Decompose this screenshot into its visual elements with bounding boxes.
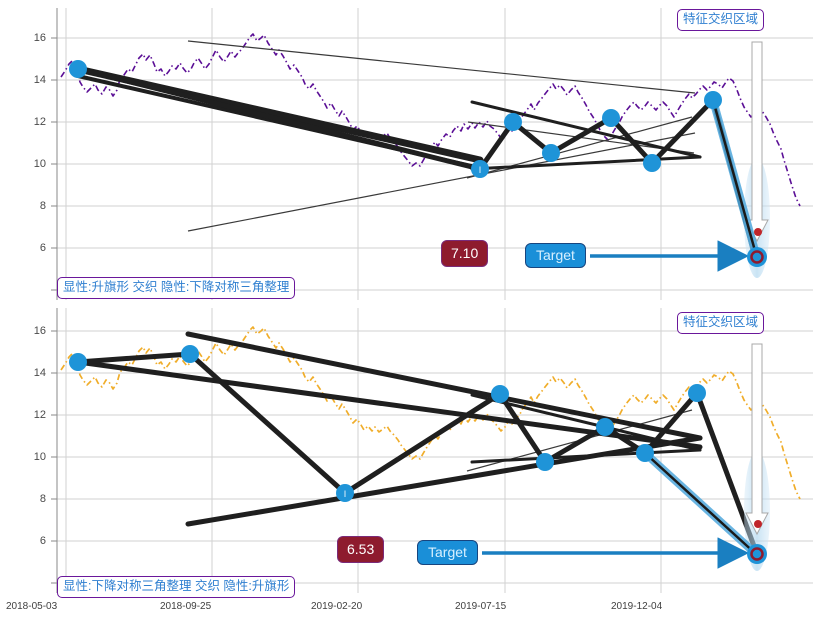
pivot-markers-top: l (69, 60, 767, 267)
xaxis-tick-0: 2018-05-03 (6, 601, 58, 612)
pivot-marker[interactable] (602, 109, 620, 127)
pivot-marker[interactable] (504, 113, 522, 131)
red-dot-bottom (754, 520, 762, 528)
pattern-legend-bottom: 显性:下降对称三角整理 交织 隐性:升旗形 (57, 576, 296, 598)
yaxis-tick-6-bottom: 6 (39, 535, 46, 547)
yaxis-tick-6: 6 (39, 242, 46, 254)
price-line-top (60, 33, 801, 207)
price-badge-bottom: 6.53 (337, 536, 385, 563)
yaxis-tick-14: 14 (33, 74, 46, 86)
pivot-marker[interactable] (336, 484, 354, 502)
pivot-marker[interactable] (704, 91, 722, 109)
pivot-marker[interactable] (596, 418, 614, 436)
target-marker[interactable] (747, 544, 767, 564)
pivot-marker[interactable] (688, 384, 706, 402)
target-marker-ring (750, 250, 764, 264)
pivot-marker[interactable] (643, 154, 661, 172)
yaxis-tick-8-bottom: 8 (39, 493, 46, 505)
pivot-marker[interactable] (536, 453, 554, 471)
yaxis-tick-10-bottom: 10 (33, 451, 46, 463)
top-chart-plot: l (51, 8, 813, 300)
xaxis-tick-2: 2019-02-20 (311, 601, 363, 612)
pivot-marker[interactable] (69, 353, 87, 371)
yaxis-tick-12-bottom: 12 (33, 409, 46, 421)
pivot-marker[interactable] (181, 345, 199, 363)
target-marker-ring (750, 547, 764, 561)
yaxis-tick-14-bottom: 14 (33, 367, 46, 379)
yaxis-tick-12: 12 (33, 116, 46, 128)
chart-panel-bottom: l 16 14 12 10 8 6 特征交织区域 显性:下降对称三角整理 交织 … (0, 308, 813, 617)
xaxis-tick-1: 2018-09-25 (160, 601, 212, 612)
pivot-marker[interactable] (542, 144, 560, 162)
pivot-marker[interactable] (69, 60, 87, 78)
xaxis-tick-4: 2019-12-04 (611, 601, 663, 612)
target-marker[interactable] (747, 247, 767, 267)
yaxis-tick-16: 16 (33, 32, 46, 44)
pivot-markers-bottom: l (69, 345, 767, 564)
yaxis-tick-8: 8 (39, 200, 46, 212)
red-dot-top (754, 228, 762, 236)
price-badge-top: 7.10 (441, 240, 489, 267)
gridlines-top (51, 8, 813, 300)
yaxis-tick-16-bottom: 16 (33, 325, 46, 337)
pivot-zigzag-bottom (75, 351, 760, 557)
bottom-chart-plot: l (51, 308, 813, 593)
chart-panel-top: l 16 14 12 10 8 6 特征交织区域 显性:升旗形 交织 隐性:下降… (0, 0, 813, 308)
target-button-top[interactable]: Target (525, 243, 586, 268)
pattern-legend-top: 显性:升旗形 交织 隐性:下降对称三角整理 (57, 277, 296, 299)
yaxis-tick-10: 10 (33, 158, 46, 170)
target-button-bottom[interactable]: Target (417, 540, 478, 565)
region-tag-bottom: 特征交织区域 (677, 312, 765, 334)
xaxis-tick-3: 2019-07-15 (455, 601, 507, 612)
region-tag-top: 特征交织区域 (677, 9, 765, 31)
pivot-marker[interactable] (491, 385, 509, 403)
down-arrow-bottom (745, 343, 769, 536)
pivot-zigzag-top (75, 66, 758, 260)
pivot-marker-label: l (479, 165, 481, 175)
pivot-marker[interactable] (471, 160, 489, 178)
pivot-marker-label: l (344, 489, 346, 499)
pivot-marker[interactable] (636, 444, 654, 462)
down-arrow-top (745, 41, 769, 243)
